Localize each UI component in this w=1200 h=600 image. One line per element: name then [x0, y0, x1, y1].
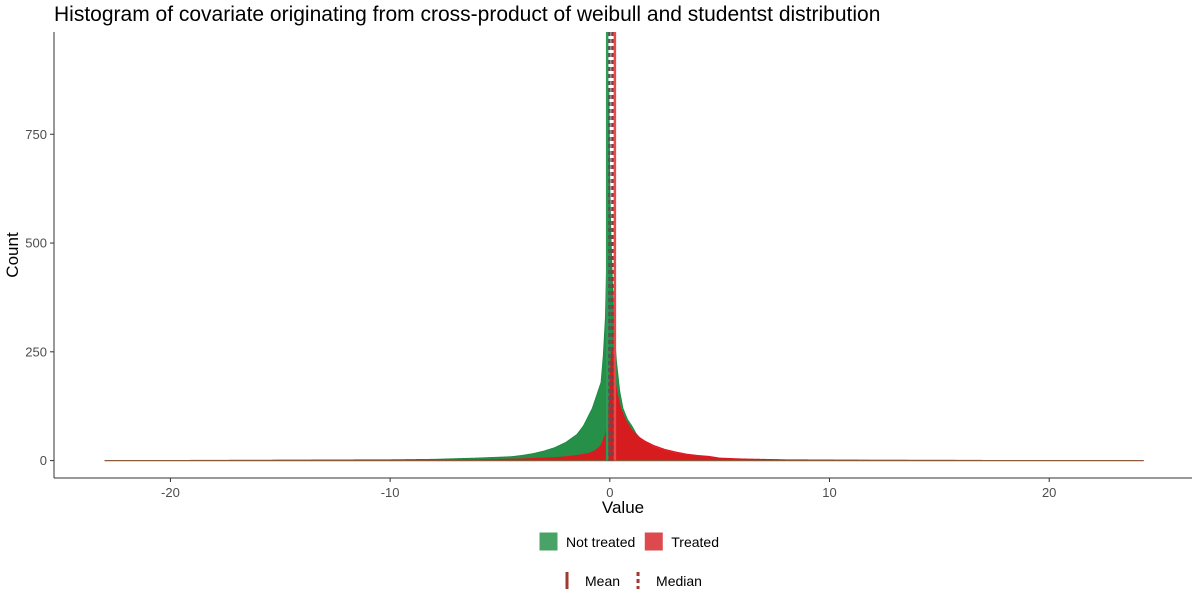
y-tick-label: 500 [25, 236, 47, 251]
legend-label-mean: Mean [585, 573, 620, 589]
x-tick-label: 0 [606, 485, 613, 500]
legend-label-treated: Treated [671, 534, 719, 550]
y-tick-label: 750 [25, 127, 47, 142]
x-axis-ticks: -20 -10 0 10 20 [161, 478, 1056, 500]
y-axis-title: Count [3, 232, 22, 278]
legend-label-median: Median [656, 573, 702, 589]
histogram-series-not-treated [104, 91, 1144, 461]
legend-swatch-not-treated [539, 532, 558, 551]
legend-group-statistic: Mean Median [565, 572, 702, 589]
x-tick-label: -10 [381, 485, 400, 500]
chart-title: Histogram of covariate originating from … [54, 3, 880, 26]
x-tick-label: 20 [1042, 485, 1056, 500]
y-axis-ticks: 0 250 500 750 [25, 127, 54, 468]
x-tick-label: -20 [161, 485, 180, 500]
legend-label-not-treated: Not treated [566, 534, 635, 550]
x-axis-title: Value [602, 498, 644, 517]
y-tick-label: 0 [40, 453, 47, 468]
x-tick-label: 10 [822, 485, 836, 500]
histogram-series-treated [104, 347, 1144, 461]
y-tick-label: 250 [25, 344, 47, 359]
legend-swatch-treated [644, 532, 663, 551]
mean-median-lines [605, 32, 617, 461]
legend-group-treatment: Not treated Treated [539, 532, 719, 551]
histogram-bars [104, 91, 1144, 462]
